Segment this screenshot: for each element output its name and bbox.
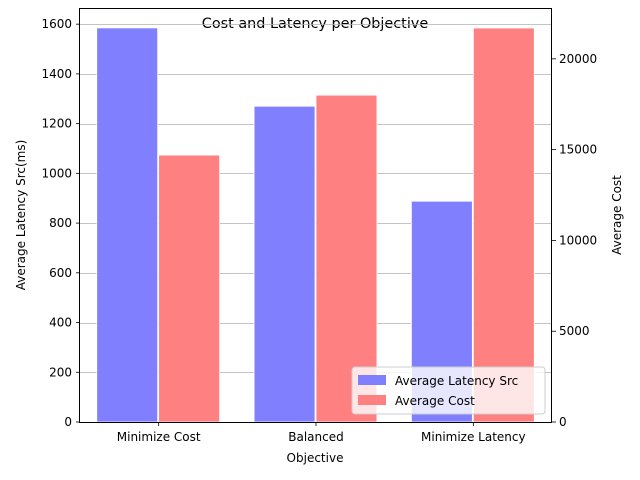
legend: Average Latency Src Average Cost bbox=[351, 366, 546, 415]
legend-box bbox=[351, 366, 546, 415]
left-tick-label: 1400 bbox=[41, 67, 72, 81]
left-tick-label: 0 bbox=[64, 415, 72, 429]
x-axis: Minimize Cost Balanced Minimize Latency bbox=[117, 422, 526, 444]
right-tick-label: 10000 bbox=[559, 233, 597, 247]
x-axis-label: Objective bbox=[287, 451, 344, 465]
left-tick-label: 1200 bbox=[41, 117, 72, 131]
x-tick-label: Minimize Latency bbox=[421, 430, 526, 444]
bar-latency bbox=[96, 27, 159, 423]
legend-label: Average Latency Src bbox=[395, 374, 518, 388]
left-tick-label: 800 bbox=[49, 216, 72, 230]
left-axis: 0 200 400 600 800 1000 1200 1400 1600 bbox=[41, 17, 80, 429]
left-axis-label: Average Latency Src(ms) bbox=[14, 140, 28, 291]
right-tick-label: 20000 bbox=[559, 52, 597, 66]
right-tick-label: 0 bbox=[559, 415, 567, 429]
chart-title: Cost and Latency per Objective bbox=[202, 16, 429, 32]
right-axis: 0 5000 10000 15000 20000 bbox=[552, 52, 597, 429]
bars bbox=[96, 27, 535, 423]
left-tick-label: 1000 bbox=[41, 166, 72, 180]
left-tick-label: 600 bbox=[49, 266, 72, 280]
legend-swatch bbox=[358, 375, 386, 385]
x-tick-label: Minimize Cost bbox=[117, 430, 201, 444]
left-tick-label: 1600 bbox=[41, 17, 72, 31]
plot-frame bbox=[79, 8, 552, 423]
bar-cost bbox=[158, 154, 220, 423]
bar-cost bbox=[472, 27, 535, 423]
left-tick-label: 200 bbox=[49, 365, 72, 379]
bar-latency bbox=[253, 105, 316, 423]
right-axis-label: Average Cost bbox=[610, 175, 624, 255]
x-tick-label: Balanced bbox=[288, 430, 343, 444]
right-tick-label: 15000 bbox=[559, 143, 597, 157]
legend-swatch bbox=[358, 395, 386, 405]
left-tick-label: 400 bbox=[49, 316, 72, 330]
right-tick-label: 5000 bbox=[559, 324, 590, 338]
legend-label: Average Cost bbox=[395, 394, 475, 408]
